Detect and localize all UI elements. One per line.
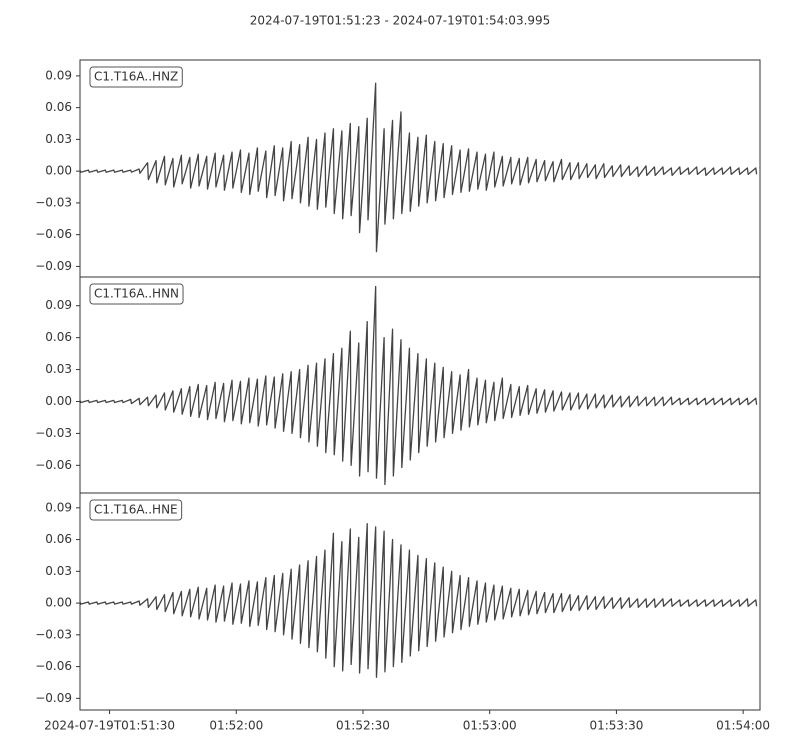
trace-label: C1.T16A..HNE [94, 503, 178, 517]
y-tick-label: 0.06 [45, 532, 72, 546]
y-tick-label: 0.09 [45, 68, 72, 82]
x-tick-label: 01:53:30 [589, 719, 643, 733]
y-tick-label: 0.03 [45, 132, 72, 146]
x-tick-label: 01:53:00 [463, 719, 517, 733]
y-tick-label: −0.06 [35, 458, 72, 472]
y-tick-label: 0.03 [45, 564, 72, 578]
y-tick-label: −0.03 [35, 195, 72, 209]
y-tick-label: 0.03 [45, 362, 72, 376]
trace-label: C1.T16A..HNN [94, 287, 179, 301]
label-box [89, 66, 183, 88]
trace [79, 285, 758, 486]
y-tick-label: 0.09 [45, 500, 72, 514]
x-tick-label: 01:52:00 [209, 719, 263, 733]
x-tick-label: 2024-07-19T01:51:30 [44, 719, 175, 733]
y-tick-label: 0.00 [45, 164, 72, 178]
y-tick-label: −0.09 [35, 691, 72, 705]
label-box [89, 283, 184, 305]
y-tick-label: −0.06 [35, 659, 72, 673]
panel-frame [79, 492, 761, 711]
trace [79, 523, 758, 678]
x-tick-label: 01:54:00 [716, 719, 770, 733]
panel-frame [79, 276, 761, 494]
y-tick-label: −0.09 [35, 259, 72, 273]
y-tick-label: 0.00 [45, 596, 72, 610]
label-box [89, 499, 183, 521]
x-tick-label: 01:52:30 [336, 719, 390, 733]
y-tick-label: 0.06 [45, 100, 72, 114]
y-tick-label: 0.06 [45, 330, 72, 344]
y-tick-label: −0.03 [35, 627, 72, 641]
y-tick-label: 0.00 [45, 394, 72, 408]
trace-label: C1.T16A..HNZ [94, 70, 178, 84]
trace [79, 82, 758, 253]
chart-title: 2024-07-19T01:51:23 - 2024-07-19T01:54:0… [250, 14, 551, 28]
y-tick-label: −0.03 [35, 426, 72, 440]
y-tick-label: 0.09 [45, 298, 72, 312]
y-tick-label: −0.06 [35, 227, 72, 241]
